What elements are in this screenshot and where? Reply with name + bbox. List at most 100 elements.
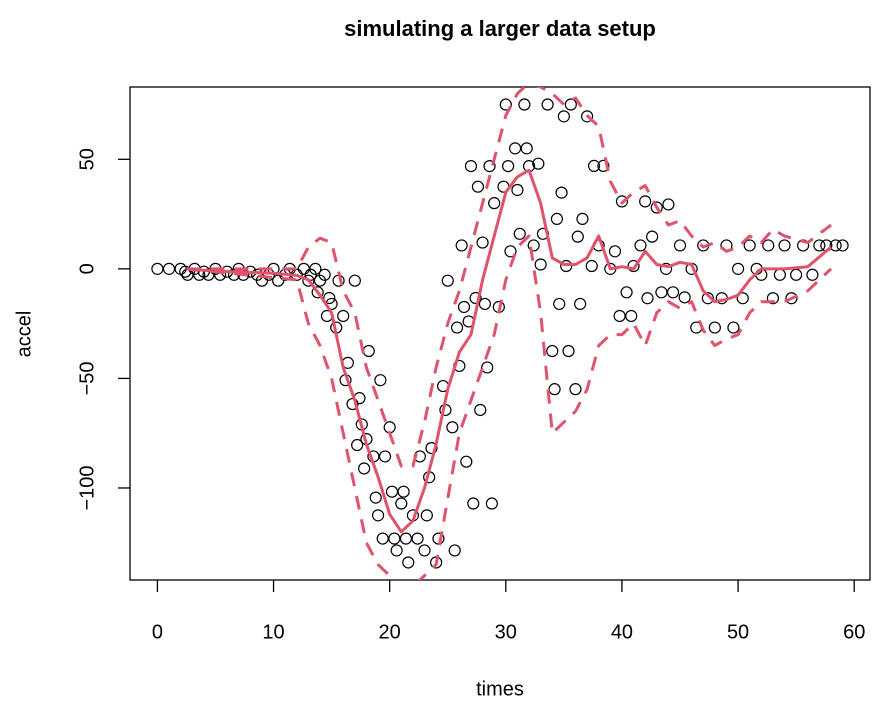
point xyxy=(464,159,478,173)
x-tick-label: 30 xyxy=(495,621,517,643)
fit-line xyxy=(186,168,832,534)
point xyxy=(727,321,740,334)
point xyxy=(701,292,714,305)
point xyxy=(485,497,498,510)
x-tick-label: 0 xyxy=(152,621,163,643)
point xyxy=(569,383,582,396)
point xyxy=(620,286,633,299)
point xyxy=(534,258,547,271)
point xyxy=(613,309,626,323)
x-tick-label: 40 xyxy=(611,621,633,643)
point xyxy=(378,450,392,463)
point xyxy=(504,245,517,258)
point xyxy=(371,509,385,522)
point xyxy=(402,556,415,569)
point xyxy=(457,300,471,314)
point xyxy=(323,291,336,305)
point xyxy=(576,212,589,226)
plot-area xyxy=(151,87,849,580)
point xyxy=(483,159,496,173)
point xyxy=(471,180,485,193)
y-tick-label: −50 xyxy=(76,361,98,395)
x-tick-label: 50 xyxy=(727,621,749,643)
band-line xyxy=(186,234,833,580)
point xyxy=(358,462,371,475)
point xyxy=(179,265,192,278)
point xyxy=(478,297,492,311)
point xyxy=(836,239,849,252)
point xyxy=(511,183,524,197)
point xyxy=(337,309,350,323)
point xyxy=(564,98,577,111)
point xyxy=(481,361,494,374)
point xyxy=(488,197,501,210)
point xyxy=(634,239,647,252)
plot-box xyxy=(129,86,871,581)
point xyxy=(467,497,480,510)
point xyxy=(562,344,575,358)
point xyxy=(541,98,554,111)
point xyxy=(650,201,663,214)
point xyxy=(181,268,194,281)
y-tick-label: −100 xyxy=(76,465,98,510)
point xyxy=(673,239,687,252)
point xyxy=(302,274,315,287)
point xyxy=(571,230,584,243)
point xyxy=(411,532,424,545)
point xyxy=(455,239,468,252)
point xyxy=(655,286,668,299)
point xyxy=(297,262,310,275)
point xyxy=(388,532,401,545)
point xyxy=(646,230,659,243)
chart-title: simulating a larger data setup xyxy=(344,16,656,41)
point xyxy=(518,98,531,111)
point xyxy=(778,239,791,252)
point xyxy=(399,532,413,545)
point xyxy=(397,485,410,498)
point xyxy=(659,262,673,275)
point xyxy=(829,239,842,252)
point xyxy=(574,297,587,311)
point xyxy=(446,421,459,434)
point xyxy=(532,157,545,170)
point xyxy=(555,186,568,199)
point xyxy=(311,286,324,299)
point xyxy=(151,262,164,275)
point xyxy=(272,274,285,287)
point xyxy=(813,239,826,252)
point xyxy=(743,239,756,252)
point xyxy=(348,274,361,287)
point xyxy=(731,262,745,275)
point xyxy=(639,195,652,208)
point xyxy=(587,159,601,172)
point xyxy=(362,344,375,358)
point xyxy=(708,321,721,334)
x-axis-label: times xyxy=(476,678,524,700)
point xyxy=(476,236,489,249)
point xyxy=(474,403,487,417)
point xyxy=(376,532,389,545)
point xyxy=(773,268,786,281)
x-tick-label: 10 xyxy=(262,621,284,643)
point xyxy=(546,344,559,358)
point xyxy=(785,292,798,305)
point xyxy=(385,485,399,498)
point xyxy=(608,245,622,258)
point xyxy=(625,309,638,323)
point xyxy=(762,239,775,252)
point xyxy=(527,239,540,252)
point xyxy=(460,455,473,468)
point xyxy=(162,262,176,275)
point xyxy=(450,321,464,334)
point xyxy=(390,544,403,557)
point xyxy=(448,544,461,557)
point xyxy=(615,195,629,208)
point xyxy=(351,438,364,452)
point xyxy=(641,292,654,305)
point xyxy=(790,268,803,281)
point xyxy=(585,259,598,273)
point xyxy=(508,142,522,155)
point xyxy=(369,491,382,504)
x-tick-label: 20 xyxy=(379,621,401,643)
